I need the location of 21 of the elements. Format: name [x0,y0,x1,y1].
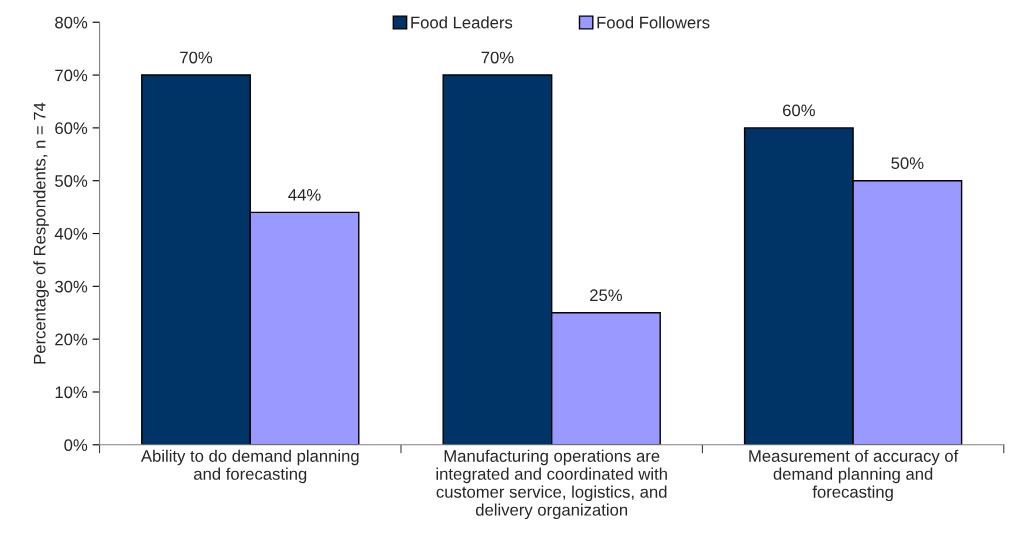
x-tick-label: Manufacturing operations are integrated and coordinated with customer service, logistics, and delivery organization [436,449,667,520]
legend-label: Food Followers [597,16,710,29]
y-tick-label: 30% [55,280,88,293]
y-axis-title: Percentage of Respondents, n = 74 [33,102,49,364]
x-tick-label: Measurement of accuracy of demand planning and forecasting [749,449,959,502]
data-label: 60% [783,104,815,117]
data-label: 70% [180,51,213,64]
x-tick-label: Ability to do demand planning and forecasting [140,449,359,484]
y-tick-label: 10% [55,386,88,399]
data-label: 50% [891,157,924,170]
y-tick-label: 70% [55,69,88,82]
y-tick-label: 40% [54,227,88,240]
y-tick-label: 0% [64,439,88,451]
y-tick-label: 50% [55,175,88,187]
data-label: 44% [288,189,321,201]
legend-label: Food Leaders [411,16,513,29]
data-label: 25% [590,289,623,302]
y-tick-label: 60% [55,122,88,135]
data-label: 70% [481,51,514,64]
y-tick-label: 20% [55,333,88,346]
y-tick-label: 80% [55,16,88,29]
